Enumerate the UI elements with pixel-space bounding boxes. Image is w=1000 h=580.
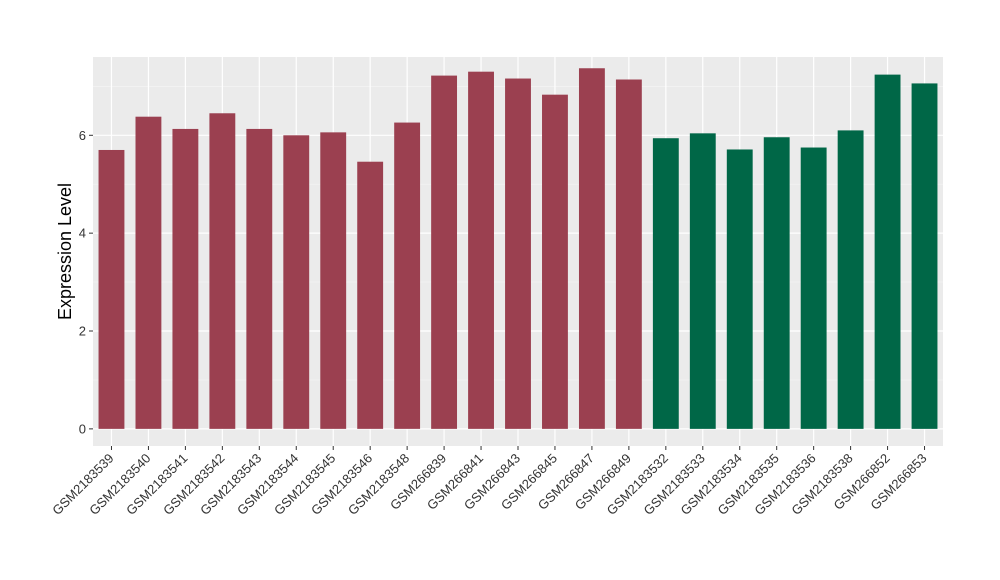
y-tick-label: 6 bbox=[79, 128, 86, 143]
y-axis-title: Expression Level bbox=[55, 183, 75, 320]
bar bbox=[394, 122, 421, 429]
bar bbox=[911, 83, 938, 429]
bar bbox=[542, 94, 568, 429]
bar bbox=[689, 133, 716, 429]
bar bbox=[468, 71, 494, 429]
bar bbox=[431, 75, 458, 429]
bar bbox=[172, 128, 199, 429]
bar bbox=[209, 113, 236, 429]
bar bbox=[135, 116, 162, 429]
bar bbox=[320, 132, 347, 429]
y-tick-label: 2 bbox=[79, 324, 86, 339]
bar bbox=[874, 74, 901, 429]
bar bbox=[283, 135, 310, 429]
bar bbox=[246, 128, 273, 429]
bar bbox=[726, 149, 753, 429]
bar bbox=[800, 147, 827, 429]
bar bbox=[652, 138, 679, 429]
x-axis-ticks: GSM2183539GSM2183540GSM2183541GSM2183542… bbox=[49, 446, 930, 518]
bars bbox=[98, 68, 938, 429]
bar bbox=[357, 161, 384, 429]
bar bbox=[505, 78, 531, 429]
bar bbox=[98, 149, 125, 429]
y-axis-ticks: 0 2 4 6 bbox=[79, 128, 93, 436]
bar bbox=[763, 137, 790, 429]
y-tick-label: 0 bbox=[79, 421, 86, 436]
bar bbox=[578, 68, 605, 429]
y-tick-label: 4 bbox=[79, 226, 86, 241]
bar bbox=[615, 79, 642, 429]
bar bbox=[837, 130, 864, 429]
